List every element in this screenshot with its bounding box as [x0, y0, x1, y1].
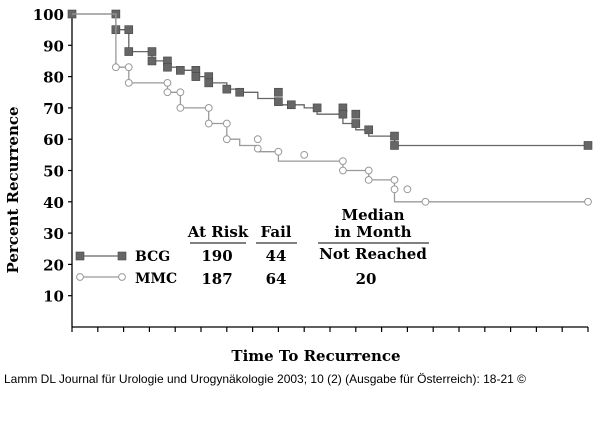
point-mmc	[339, 166, 347, 175]
point-bcg	[390, 131, 399, 141]
point-mmc	[204, 119, 213, 128]
point-mmc	[124, 78, 133, 87]
point-mmc	[111, 63, 120, 72]
legend-bcg-marker-right	[117, 251, 127, 261]
y-tick-label: 80	[43, 69, 64, 87]
y-tick-label: 100	[33, 6, 64, 24]
point-bcg	[286, 100, 296, 110]
point-mmc	[124, 63, 133, 72]
table-header-fail: Fail	[261, 223, 292, 241]
series-line-bcg	[72, 13, 588, 147]
point-mmc	[339, 157, 347, 166]
table-row-bcg-fail: 44	[266, 247, 287, 265]
point-bcg	[235, 87, 244, 97]
y-tick-label: 90	[43, 37, 64, 55]
table-header-median-line2: in Month	[334, 223, 411, 241]
point-mmc	[253, 135, 262, 144]
legend-bcg-label: BCG	[135, 249, 170, 265]
point-mmc	[421, 197, 430, 206]
legend-bcg: BCG	[75, 249, 170, 265]
table-row-mmc-median: 20	[356, 270, 377, 288]
point-bcg	[163, 62, 172, 72]
y-tick-label: 50	[43, 163, 64, 181]
y-tick-label: 20	[43, 256, 64, 274]
table-row-bcg-at-risk: 190	[201, 247, 232, 265]
point-bcg	[351, 109, 361, 119]
point-bcg	[274, 87, 283, 97]
table-row-mmc-fail: 64	[266, 270, 287, 288]
table-header-median-line1: Median	[342, 206, 405, 224]
point-bcg	[204, 78, 214, 88]
point-mmc	[364, 166, 373, 175]
point-mmc	[274, 147, 283, 156]
point-bcg	[583, 141, 593, 150]
point-bcg	[176, 66, 185, 75]
point-bcg	[338, 109, 348, 119]
legend-mmc: MMC	[76, 271, 177, 287]
point-mmc	[584, 197, 592, 206]
point-bcg	[124, 25, 134, 34]
source-caption: Lamm DL Journal für Urologie und Urogynä…	[4, 372, 526, 386]
point-mmc	[163, 78, 172, 87]
point-mmc	[364, 175, 373, 184]
y-tick-label: 70	[43, 100, 64, 118]
point-bcg	[390, 141, 399, 150]
point-bcg	[191, 72, 201, 81]
point-mmc	[163, 88, 172, 97]
legend-mmc-marker-right	[118, 273, 126, 281]
point-bcg	[364, 125, 374, 135]
point-bcg	[222, 84, 232, 94]
point-bcg	[274, 97, 283, 106]
point-bcg	[147, 47, 157, 56]
series-layer	[67, 9, 593, 206]
point-mmc	[300, 150, 309, 159]
point-mmc	[390, 185, 399, 194]
point-mmc	[403, 185, 412, 194]
x-axis-label: Time To Recurrence	[231, 347, 400, 365]
table-row-bcg-median: Not Reached	[319, 245, 427, 263]
y-tick-label: 60	[43, 131, 64, 149]
point-bcg	[312, 103, 322, 113]
point-mmc	[204, 104, 213, 112]
axis-ticks: 10 20 30 40 50 60 70 80 90 100	[33, 6, 589, 332]
point-bcg	[351, 119, 361, 128]
series-line-mmc	[72, 13, 588, 203]
point-bcg	[147, 56, 157, 66]
y-axis-label: Percent Recurrence	[4, 106, 22, 273]
table-row-mmc-at-risk: 187	[201, 270, 232, 288]
point-mmc	[222, 135, 231, 144]
legend-mmc-label: MMC	[135, 271, 177, 287]
point-mmc	[176, 88, 185, 97]
point-mmc	[222, 119, 231, 128]
legend-mmc-marker-left	[76, 273, 84, 281]
km-chart: 10 20 30 40 50 60 70 80 90 100 Percent Recurrence…	[4, 6, 593, 365]
y-tick-label: 10	[43, 288, 64, 306]
legend-bcg-marker-left	[75, 251, 85, 261]
point-bcg	[124, 47, 134, 56]
point-mmc	[390, 175, 399, 184]
risk-table: At Risk Fail Median in Month 190 44 Not …	[187, 206, 429, 288]
y-tick-label: 30	[43, 225, 64, 243]
point-mmc	[253, 144, 262, 153]
y-tick-label: 40	[43, 194, 64, 212]
legend: BCG MMC	[75, 249, 177, 287]
table-header-at-risk: At Risk	[187, 223, 249, 241]
point-mmc	[176, 104, 185, 112]
